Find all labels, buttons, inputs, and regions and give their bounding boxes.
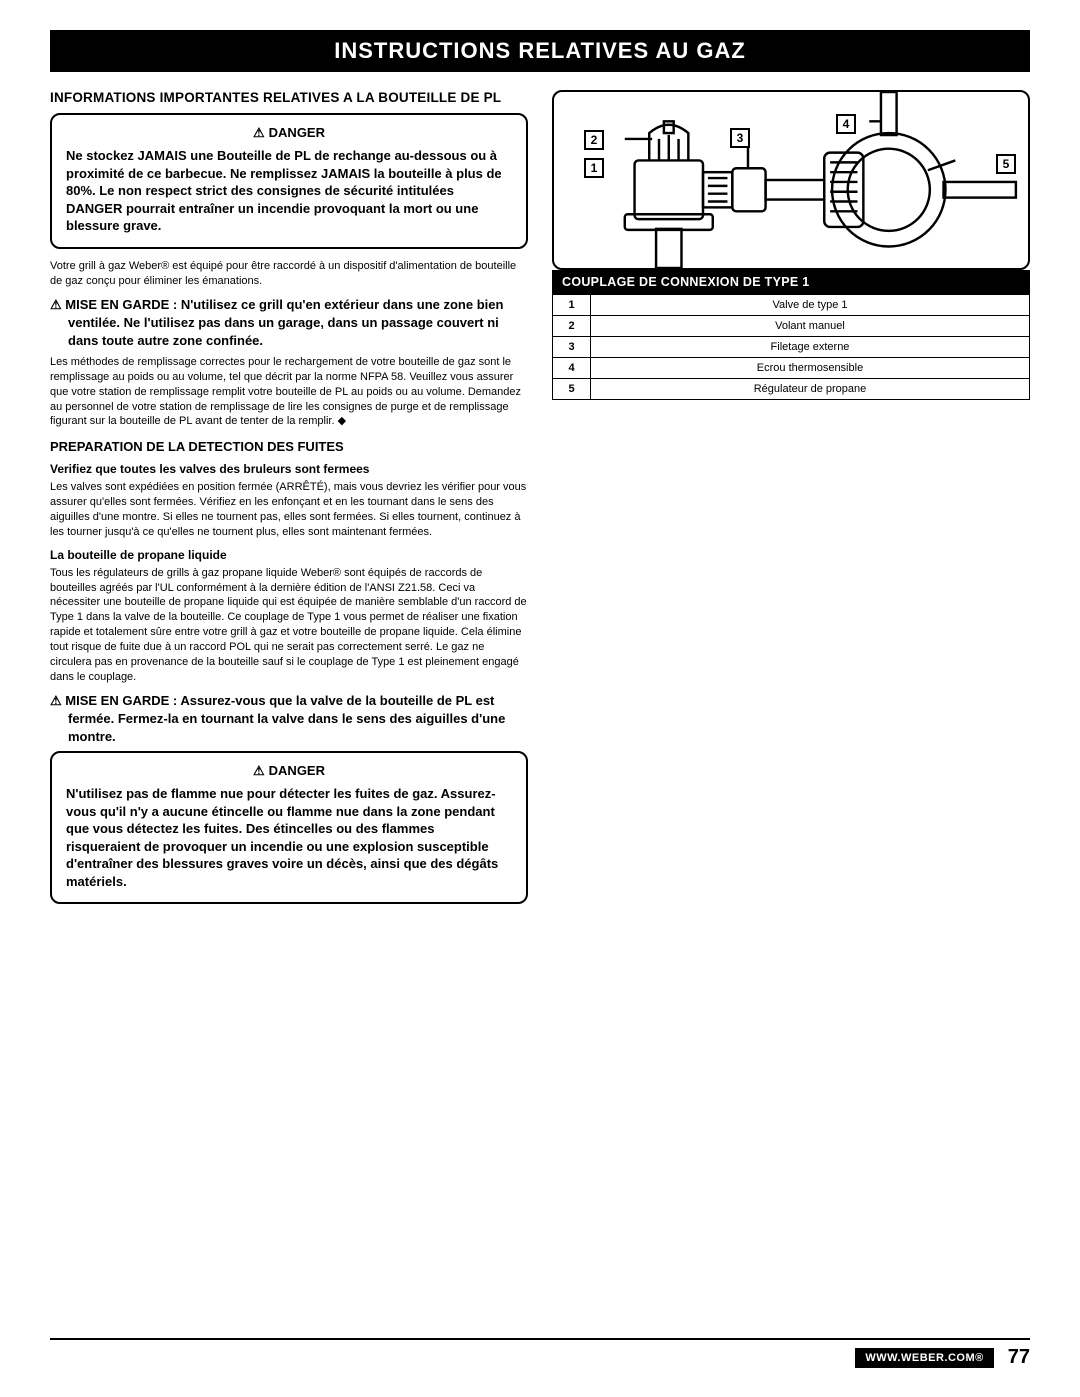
part-label: Ecrou thermosensible [591, 358, 1030, 379]
callout-4: 4 [836, 114, 856, 134]
part-label: Régulateur de propane [591, 379, 1030, 400]
heading-important-info: INFORMATIONS IMPORTANTES RELATIVES A LA … [50, 90, 528, 105]
subheading-lp-tank: La bouteille de propane liquide [50, 548, 528, 562]
right-column: 2 1 3 4 5 COUPLAGE DE CONNEXION DE TYPE … [552, 90, 1030, 914]
part-number: 5 [553, 379, 591, 400]
footer-url: WWW.WEBER.COM® [855, 1348, 993, 1368]
paragraph-3: Les valves sont expédiées en position fe… [50, 480, 528, 539]
danger-1-text: Ne stockez JAMAIS une Bouteille de PL de… [66, 147, 512, 235]
paragraph-2: Les méthodes de remplissage correctes po… [50, 355, 528, 429]
two-column-layout: INFORMATIONS IMPORTANTES RELATIVES A LA … [50, 90, 1030, 914]
parts-table: 1 Valve de type 1 2 Volant manuel 3 File… [552, 294, 1030, 400]
warning-1: ⚠ MISE EN GARDE : N'utilisez ce grill qu… [50, 296, 528, 349]
callout-2: 2 [584, 130, 604, 150]
part-number: 4 [553, 358, 591, 379]
part-number: 2 [553, 316, 591, 337]
table-row: 5 Régulateur de propane [553, 379, 1030, 400]
subheading-valves: Verifiez que toutes les valves des brule… [50, 462, 528, 476]
part-label: Volant manuel [591, 316, 1030, 337]
table-row: 1 Valve de type 1 [553, 295, 1030, 316]
table-row: 2 Volant manuel [553, 316, 1030, 337]
part-label: Filetage externe [591, 337, 1030, 358]
danger-2-text: N'utilisez pas de flamme nue pour détect… [66, 785, 512, 890]
part-number: 1 [553, 295, 591, 316]
heading-leak-prep: PREPARATION DE LA DETECTION DES FUITES [50, 439, 528, 454]
paragraph-1: Votre grill à gaz Weber® est équipé pour… [50, 259, 528, 289]
part-number: 3 [553, 337, 591, 358]
paragraph-4: Tous les régulateurs de grills à gaz pro… [50, 566, 528, 685]
table-row: 3 Filetage externe [553, 337, 1030, 358]
left-column: INFORMATIONS IMPORTANTES RELATIVES A LA … [50, 90, 528, 914]
part-label: Valve de type 1 [591, 295, 1030, 316]
callout-1: 1 [584, 158, 604, 178]
table-row: 4 Ecrou thermosensible [553, 358, 1030, 379]
callout-3: 3 [730, 128, 750, 148]
footer-page-number: 77 [1008, 1346, 1030, 1369]
danger-box-2: DANGER N'utilisez pas de flamme nue pour… [50, 751, 528, 904]
callout-5: 5 [996, 154, 1016, 174]
coupling-svg [554, 92, 1028, 268]
warning-2: ⚠ MISE EN GARDE : Assurez-vous que la va… [50, 692, 528, 745]
danger-1-title: DANGER [66, 125, 512, 141]
page-title-bar: INSTRUCTIONS RELATIVES AU GAZ [50, 30, 1030, 72]
danger-2-title: DANGER [66, 763, 512, 779]
danger-box-1: DANGER Ne stockez JAMAIS une Bouteille d… [50, 113, 528, 249]
parts-table-title: COUPLAGE DE CONNEXION DE TYPE 1 [552, 270, 1030, 294]
page-footer: WWW.WEBER.COM® 77 [50, 1338, 1030, 1369]
type1-coupling-diagram: 2 1 3 4 5 [552, 90, 1030, 270]
